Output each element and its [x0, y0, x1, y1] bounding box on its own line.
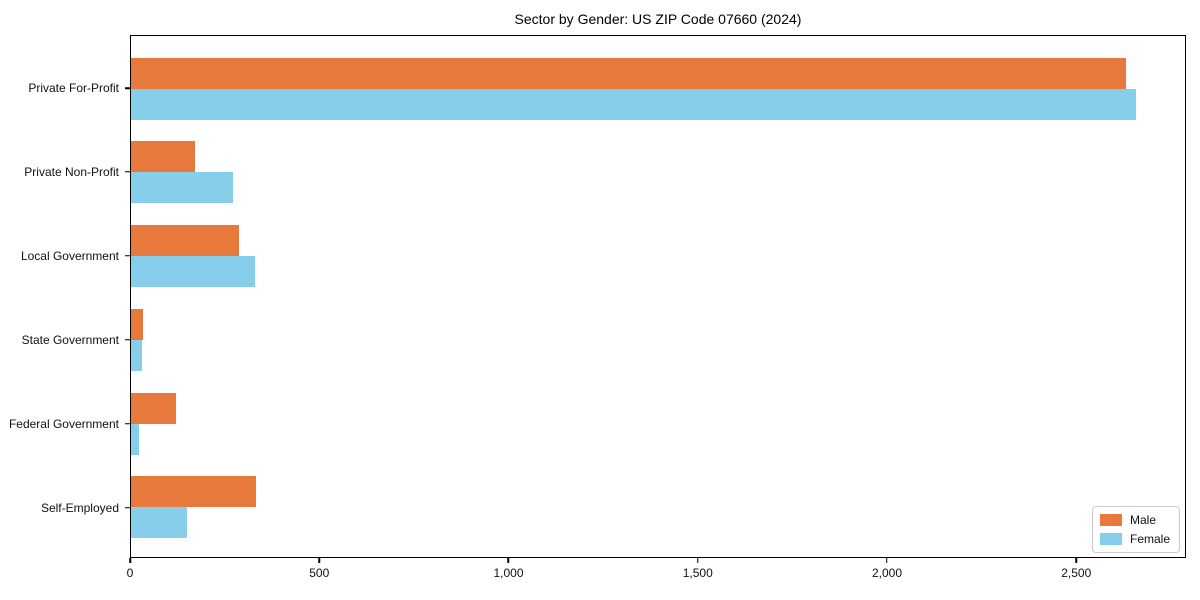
- x-tick-label-1000: 1,000: [493, 566, 524, 580]
- x-tick-label-500: 500: [309, 566, 330, 580]
- x-tick-mark: [696, 558, 699, 563]
- bar-male-self-employed: [131, 476, 256, 508]
- y-tick-mark: [125, 255, 130, 257]
- legend-label-male: Male: [1129, 513, 1156, 527]
- bar-female-private-for-profit: [131, 88, 1136, 120]
- x-tick-mark: [129, 558, 131, 563]
- legend: Male Female: [1091, 506, 1180, 553]
- y-tick-label-state-government: State Government: [21, 332, 119, 347]
- y-tick-label-self-employed: Self-Employed: [40, 500, 119, 515]
- x-tick-mark: [507, 558, 510, 563]
- legend-label-female: Female: [1129, 532, 1170, 546]
- bar-male-private-for-profit: [131, 57, 1127, 89]
- x-axis: 0 500 1,000 1,500 2,000 2,500: [126, 558, 1186, 590]
- bar-group-self-employed: [131, 476, 1185, 539]
- bar-group-local-government: [131, 225, 1185, 288]
- y-tick-mark: [125, 171, 130, 173]
- y-tick-mark: [125, 507, 130, 509]
- legend-entry-female: Female: [1099, 532, 1170, 546]
- bar-group-state-government: [131, 308, 1185, 371]
- y-tick-label-federal-government: Federal Government: [8, 416, 119, 431]
- chart-title: Sector by Gender: US ZIP Code 07660 (202…: [514, 11, 802, 27]
- x-tick-mark: [1075, 558, 1077, 563]
- y-tick-label-local-government: Local Government: [20, 248, 119, 263]
- legend-swatch-female-icon: [1099, 533, 1122, 545]
- x-tick-mark: [886, 558, 888, 563]
- x-tick-label-2000: 2,000: [871, 566, 902, 580]
- bar-male-local-government: [131, 225, 239, 257]
- y-tick-mark: [125, 423, 130, 425]
- y-tick-label-private-non-profit: Private Non-Profit: [24, 164, 119, 179]
- x-tick-label-2500: 2,500: [1061, 566, 1092, 580]
- bar-female-state-government: [131, 339, 142, 371]
- y-tick-mark: [125, 339, 130, 341]
- bar-male-state-government: [131, 308, 143, 340]
- bar-male-private-non-profit: [131, 141, 196, 173]
- bar-female-self-employed: [131, 507, 187, 539]
- plot-area: [130, 35, 1186, 558]
- y-axis: Private For-Profit Private Non-Profit Loca…: [0, 35, 130, 558]
- bar-group-private-non-profit: [131, 141, 1185, 204]
- y-tick-label-private-for-profit: Private For-Profit: [28, 81, 119, 95]
- legend-entry-male: Male: [1099, 513, 1170, 527]
- bar-female-federal-government: [131, 423, 140, 455]
- bar-group-federal-government: [131, 392, 1185, 455]
- x-tick-mark: [318, 558, 320, 563]
- x-tick-label-1500: 1,500: [682, 566, 713, 580]
- bar-group-private-for-profit: [131, 57, 1185, 120]
- bar-male-federal-government: [131, 392, 177, 424]
- bar-female-local-government: [131, 256, 255, 288]
- bar-female-private-non-profit: [131, 172, 233, 204]
- legend-swatch-male-icon: [1099, 514, 1122, 526]
- y-tick-mark: [125, 87, 130, 89]
- x-tick-label-0: 0: [126, 566, 134, 580]
